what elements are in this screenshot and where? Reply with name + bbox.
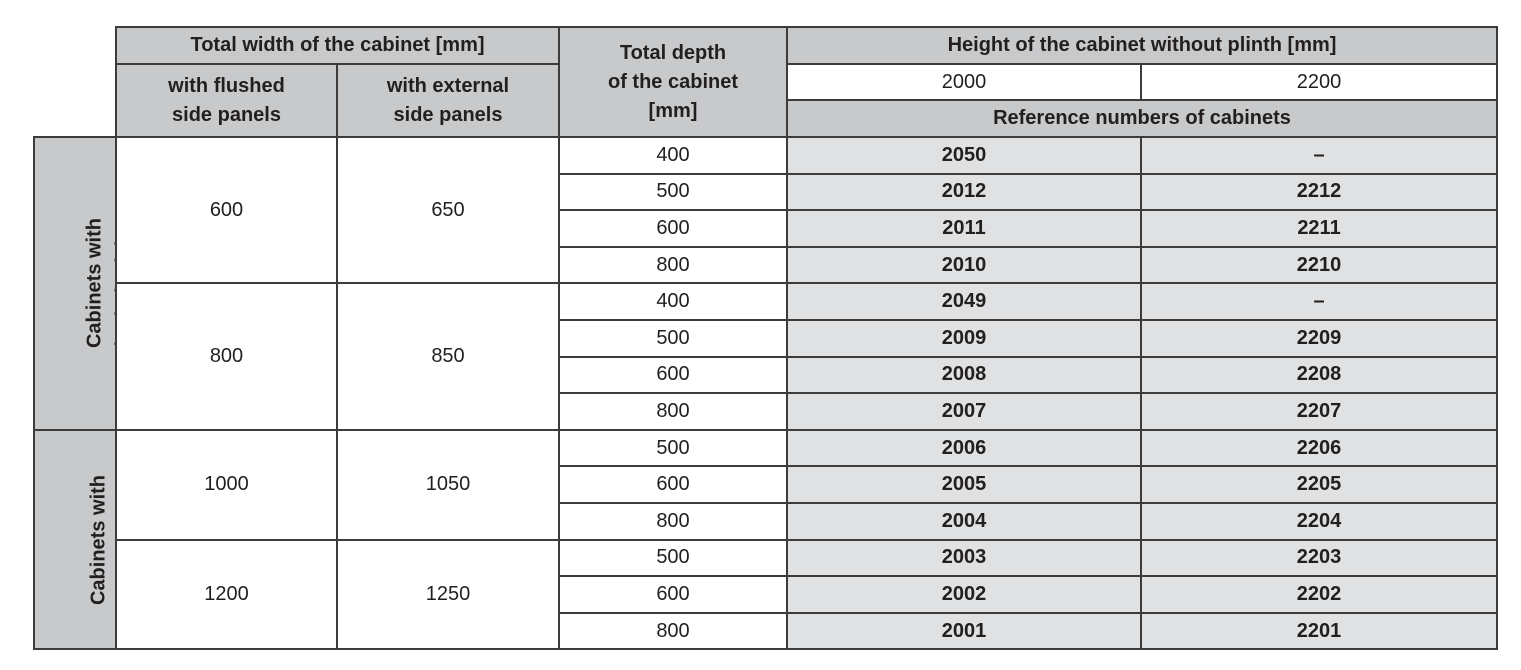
table-row: 600 2011 2211 — [34, 209, 1499, 248]
depth-cell: 500 — [558, 172, 788, 212]
table-row: 800 850 400 2049– — [34, 282, 1499, 431]
with-flushed-header: with flushed side panels — [115, 63, 338, 138]
width-flushed-cell: 1000 — [115, 428, 338, 541]
with-flushed-line-1: with flushed — [168, 74, 285, 97]
depth-cell: 400 — [558, 282, 788, 321]
with-external-line-2: side panels — [393, 103, 503, 126]
ref-2000-cell: 2007 — [786, 392, 1142, 431]
reference-numbers-header: Reference numbers of cabinets — [785, 99, 1499, 138]
table-row: Cabinets with single-leaf door 600 650 400 20… — [33, 135, 1499, 431]
table-row: 800 2010 2210 — [34, 245, 1499, 285]
depth-cell: 800 — [558, 611, 788, 651]
ref-2200-cell: 2208 — [1139, 355, 1499, 395]
width-external-cell: 650 — [336, 135, 560, 285]
table-row: 800 2007 2207 — [34, 392, 1499, 431]
depth-cell: 500 — [558, 428, 788, 468]
depth-cell: 400 — [558, 136, 788, 175]
width-flushed-cell: 1200 — [115, 538, 338, 651]
depth-cell: 500 — [558, 318, 788, 358]
header-row-3: Reference numbers of cabinets — [34, 99, 1499, 138]
ref-2200-cell: 2203 — [1139, 538, 1499, 578]
ref-2000-cell: 2002 — [786, 575, 1142, 614]
ref-2200-cell: 2212 — [1139, 172, 1499, 212]
total-depth-line-1: Total depth — [619, 41, 727, 64]
table-row: 800 2004 2204 — [34, 501, 1499, 541]
depth-cell: 800 — [558, 392, 788, 431]
group-label-text: Cabinets withdouble-leaf door — [84, 461, 114, 618]
ref-2000-cell: 2006 — [786, 428, 1142, 468]
depth-cell: 500 — [558, 538, 788, 578]
width-external-cell: 1250 — [336, 538, 560, 651]
width-external-cell: 850 — [336, 282, 560, 431]
ref-2000-cell: 2009 — [786, 318, 1142, 358]
ref-2000-cell: 2049 — [786, 282, 1142, 321]
depth-cell: 800 — [558, 501, 788, 541]
ref-2000-cell: 2008 — [786, 355, 1142, 395]
group-label-line: Cabinets with — [87, 474, 110, 605]
width-flushed-cell: 800 — [115, 282, 338, 431]
ref-2000-cell: 2004 — [786, 501, 1142, 541]
width-external-cell: 1050 — [336, 428, 560, 541]
table-body: Total width of the cabinet [mm] Total de… — [33, 26, 1499, 651]
height-2200: 2200 — [1139, 63, 1499, 101]
table-row: 500 2009 2209 — [34, 318, 1499, 358]
width-flushed-cell: 600 — [115, 135, 338, 285]
cabinet-reference-table: Total width of the cabinet [mm] Total de… — [33, 26, 1499, 651]
ref-2200-cell: 2201 — [1139, 611, 1499, 651]
table-row: 800 2001 2201 — [34, 611, 1499, 651]
corner-blank — [34, 27, 116, 137]
depth-cell: 600 — [558, 575, 788, 614]
ref-2200-cell: – — [1139, 136, 1499, 175]
depth-cell: 600 — [558, 355, 788, 395]
table-row: 600 2008 2208 — [34, 355, 1499, 395]
ref-2200-cell: 2204 — [1139, 501, 1499, 541]
group-label-line: Cabinets with — [83, 218, 106, 349]
ref-2200-cell: 2210 — [1139, 245, 1499, 285]
with-external-line-1: with external — [386, 74, 510, 97]
total-depth-line-2: of the cabinet — [607, 70, 738, 93]
depth-cell: 600 — [558, 465, 788, 504]
group-label-2: Cabinets withdouble-leaf door — [33, 428, 117, 651]
ref-2200-cell: 2206 — [1139, 428, 1499, 468]
group-label-text: Cabinets with single-leaf door — [80, 209, 114, 358]
ref-2200-cell: 2205 — [1139, 465, 1499, 504]
table-row: 500 2012 2212 — [34, 172, 1499, 212]
ref-2200-cell: 2202 — [1139, 575, 1499, 614]
total-depth-header: Total depth of the cabinet [mm] — [558, 26, 788, 138]
ref-2000-cell: 2003 — [786, 538, 1142, 578]
ref-2000-cell: 2050 — [786, 136, 1142, 175]
ref-2000-cell: 2011 — [786, 209, 1142, 248]
group-label-1: Cabinets with single-leaf door — [33, 136, 117, 431]
ref-2000-cell: 2005 — [786, 465, 1142, 504]
with-flushed-line-2: side panels — [172, 103, 281, 126]
ref-2200-cell: 2209 — [1139, 318, 1499, 358]
height-2000: 2000 — [786, 63, 1142, 101]
height-header: Height of the cabinet without plinth [mm… — [785, 26, 1499, 65]
table-row: 600 2005 2205 — [34, 465, 1499, 504]
ref-2000-cell: 2001 — [786, 611, 1142, 651]
total-width-header: Total width of the cabinet [mm] — [115, 26, 560, 65]
ref-2200-cell: 2211 — [1139, 209, 1499, 248]
with-external-header: with external side panels — [336, 63, 560, 138]
depth-cell: 600 — [558, 209, 788, 248]
depth-cell: 800 — [558, 245, 788, 285]
ref-2200-cell: – — [1139, 282, 1499, 321]
ref-2200-cell: 2207 — [1139, 392, 1499, 431]
total-depth-line-3: [mm] — [648, 99, 698, 122]
ref-2000-cell: 2012 — [786, 172, 1142, 212]
header-row-2: with flushed side panels with external s… — [34, 63, 1499, 138]
table-row: 600 2002 2202 — [34, 575, 1499, 614]
table-row: Cabinets withdouble-leaf door10001050500… — [33, 428, 1499, 651]
table-row: 1200 1250 500 2003 2203 — [34, 538, 1499, 651]
ref-2000-cell: 2010 — [786, 245, 1142, 285]
header-row-1: Total width of the cabinet [mm] Total de… — [34, 26, 1499, 138]
